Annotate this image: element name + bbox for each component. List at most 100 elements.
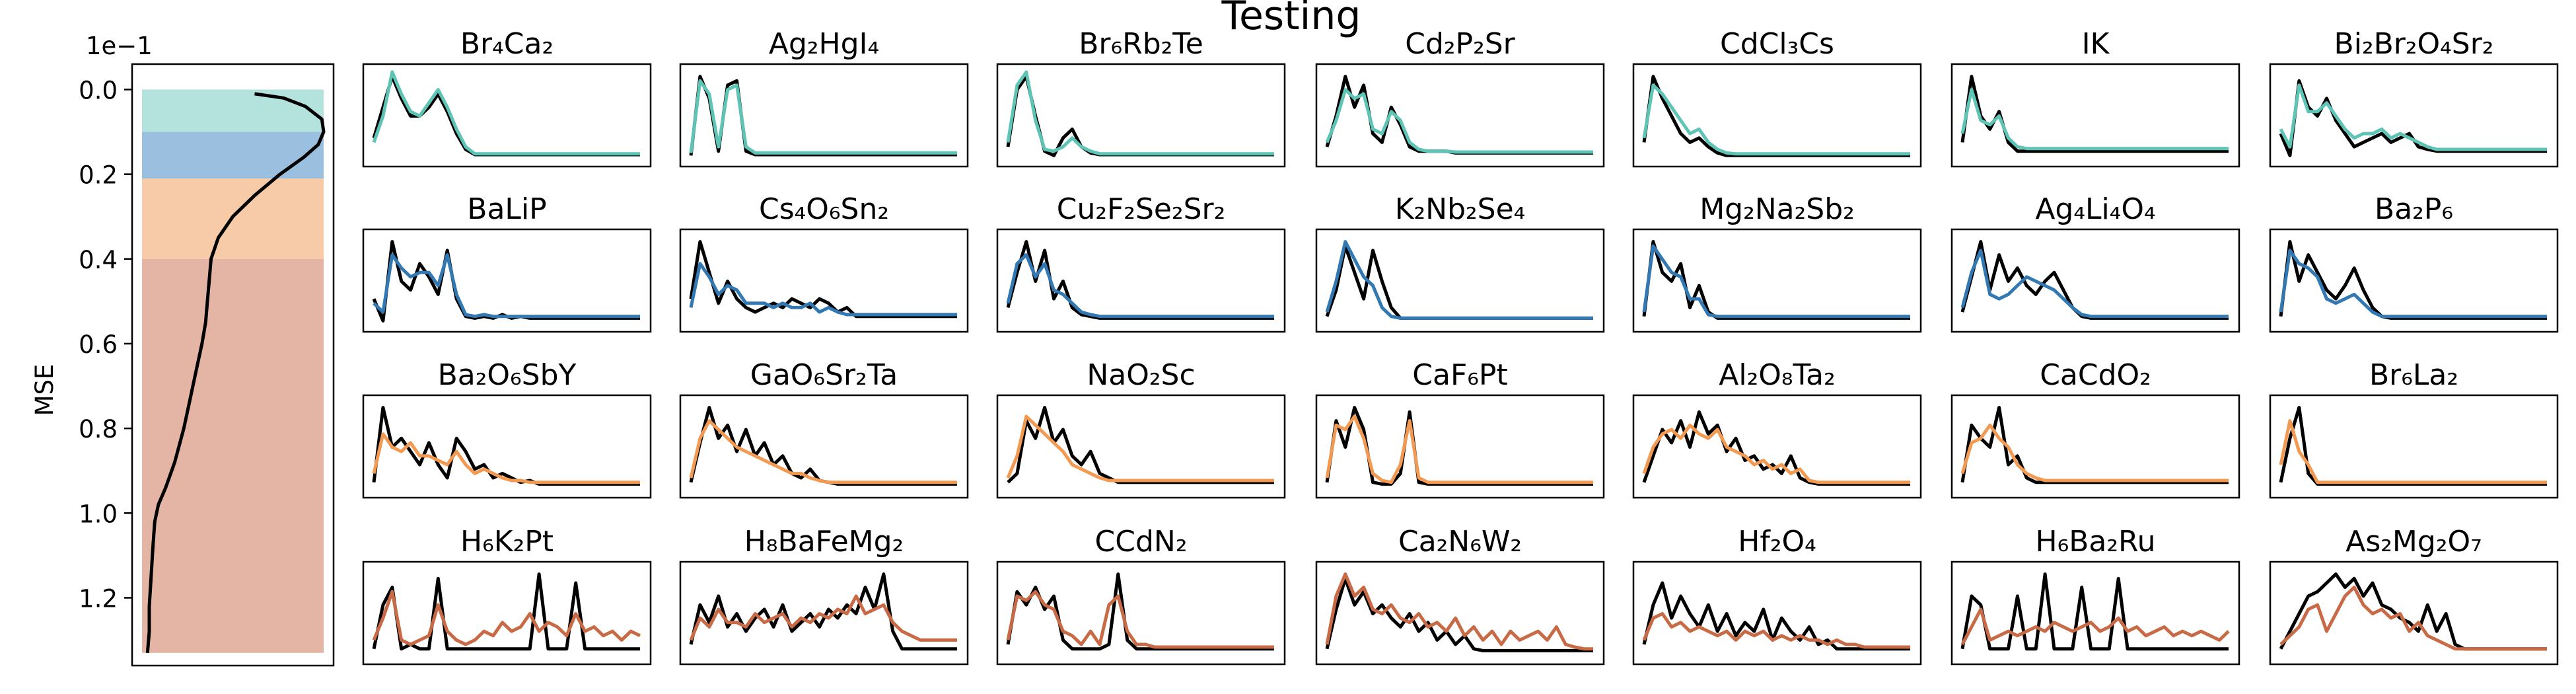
panel-title: Al₂O₈Ta₂ [1719, 358, 1835, 392]
panel-title: Ag₂HgI₄ [769, 27, 879, 61]
panel-title: CCdN₂ [1095, 525, 1188, 559]
truth-spectrum-line [2279, 240, 2547, 320]
truth-spectrum-line [372, 240, 640, 323]
panel-frame [1950, 394, 2240, 499]
panel-frame [2269, 560, 2559, 666]
truth-spectrum-line [2279, 406, 2547, 486]
spectrum-panel: Ca₂N₆W₂ [1315, 525, 1605, 666]
predicted-spectrum-line [1325, 572, 1593, 651]
predicted-spectrum-line [2279, 249, 2547, 319]
spectrum-panel: IK [1950, 27, 2240, 168]
predicted-spectrum-line [1960, 88, 2229, 151]
predicted-spectrum-line [1960, 423, 2229, 482]
truth-spectrum-line [1960, 75, 2229, 153]
truth-spectrum-line [1960, 406, 2229, 484]
panel-title: Ba₂P₆ [2375, 192, 2453, 226]
predicted-spectrum-line [1642, 423, 1910, 484]
mse-density-curve [145, 92, 326, 654]
figure-title: Testing [1221, 0, 1361, 39]
panel-frame [362, 394, 652, 499]
mse-tick-label: 0.4 [79, 246, 118, 274]
spectrum-panel: CCdN₂ [996, 525, 1286, 666]
spectrum-panel: Cu₂F₂Se₂Sr₂ [996, 192, 1286, 333]
truth-spectrum-line [1325, 576, 1593, 652]
mse-offset-label: 1e−1 [86, 32, 153, 60]
panel-title: Ba₂O₆SbY [438, 358, 577, 392]
spectrum-panel: Cd₂P₂Sr [1315, 27, 1605, 168]
panel-frame [679, 63, 969, 168]
panel-frame [1950, 63, 2240, 168]
panel-title: H₆Ba₂Ru [2036, 525, 2156, 559]
predicted-spectrum-line [372, 70, 640, 156]
panel-frame [996, 63, 1286, 168]
panel-title: Br₄Ca₂ [460, 27, 554, 61]
truth-spectrum-line [689, 75, 957, 157]
mse-tick-label: 0.2 [79, 161, 118, 190]
panel-frame [996, 394, 1286, 499]
panel-title: K₂Nb₂Se₄ [1395, 192, 1526, 226]
panel-frame [1950, 228, 2240, 333]
spectrum-panel: Hf₂O₄ [1632, 525, 1922, 666]
spectrum-panel: Ag₂HgI₄ [679, 27, 969, 168]
spectrum-panel: K₂Nb₂Se₄ [1315, 192, 1605, 333]
panel-title: H₈BaFeMg₂ [744, 525, 904, 559]
predicted-spectrum-line [1642, 83, 1910, 156]
mse-band-1 [142, 89, 324, 132]
predicted-spectrum-line [689, 419, 957, 484]
panel-title: Hf₂O₄ [1738, 525, 1816, 559]
panel-frame [996, 560, 1286, 666]
spectrum-panel: Ag₄Li₄O₄ [1950, 192, 2240, 333]
panel-frame [1315, 228, 1605, 333]
panel-title: Bi₂Br₂O₄Sr₂ [2334, 27, 2494, 61]
spectrum-panel: CdCl₃Cs [1632, 27, 1922, 168]
mse-tick-label: 1.0 [79, 500, 118, 528]
spectrum-panel: CaCdO₂ [1950, 358, 2240, 499]
predicted-spectrum-line [1006, 414, 1274, 482]
spectrum-panel: H₆K₂Pt [362, 525, 652, 666]
panel-frame [1315, 394, 1605, 499]
predicted-spectrum-line [2279, 83, 2547, 151]
spectrum-panel: H₆Ba₂Ru [1950, 525, 2240, 666]
panel-frame [1632, 394, 1922, 499]
spectrum-panel: CaF₆Pt [1315, 358, 1605, 499]
truth-spectrum-line [1642, 240, 1910, 320]
predicted-spectrum-line [1642, 244, 1910, 319]
spectrum-panel: Cs₄O₆Sn₂ [679, 192, 969, 333]
truth-spectrum-line [689, 406, 957, 486]
spectrum-panel: H₈BaFeMg₂ [679, 525, 969, 666]
panel-title: As₂Mg₂O₇ [2345, 525, 2482, 559]
truth-spectrum-line [372, 572, 640, 651]
spectrum-panel: Br₆La₂ [2269, 358, 2559, 499]
predicted-spectrum-line [1325, 414, 1593, 484]
truth-spectrum-line [1642, 75, 1910, 157]
panel-frame [2269, 228, 2559, 333]
panel-title: BaLiP [467, 192, 546, 226]
mse-density-chart: 0.0 0.2 0.4 0.6 0.8 1.0 1.2 1e−1 MSE [30, 32, 335, 667]
truth-spectrum-line [1960, 240, 2229, 320]
truth-spectrum-line [689, 240, 957, 319]
mse-axes-frame [131, 63, 335, 667]
panel-title: GaO₆Sr₂Ta [750, 358, 898, 392]
truth-spectrum-line [689, 572, 957, 651]
truth-spectrum-line [372, 75, 640, 157]
predicted-spectrum-line [1642, 612, 1910, 649]
mse-tick-label: 0.0 [79, 76, 118, 104]
predicted-spectrum-line [1325, 240, 1593, 320]
predicted-spectrum-line [372, 590, 641, 646]
spectrum-panel: Ba₂P₆ [2269, 192, 2559, 333]
panel-title: CaCdO₂ [2040, 358, 2151, 392]
predicted-spectrum-line [689, 594, 957, 642]
panel-title: CaF₆Pt [1412, 358, 1507, 392]
panel-frame [1632, 63, 1922, 168]
panel-frame [2269, 63, 2559, 168]
truth-spectrum-line [1642, 581, 1910, 651]
truth-spectrum-line [1642, 410, 1910, 486]
panel-frame [1632, 228, 1922, 333]
panel-title: CdCl₃Cs [1720, 27, 1834, 61]
predicted-spectrum-line [1006, 253, 1274, 319]
panel-title: Br₆Rb₂Te [1079, 27, 1203, 61]
spectrum-panel: NaO₂Sc [996, 358, 1286, 499]
predicted-spectrum-line [2279, 586, 2547, 651]
panel-frame [2269, 394, 2559, 499]
